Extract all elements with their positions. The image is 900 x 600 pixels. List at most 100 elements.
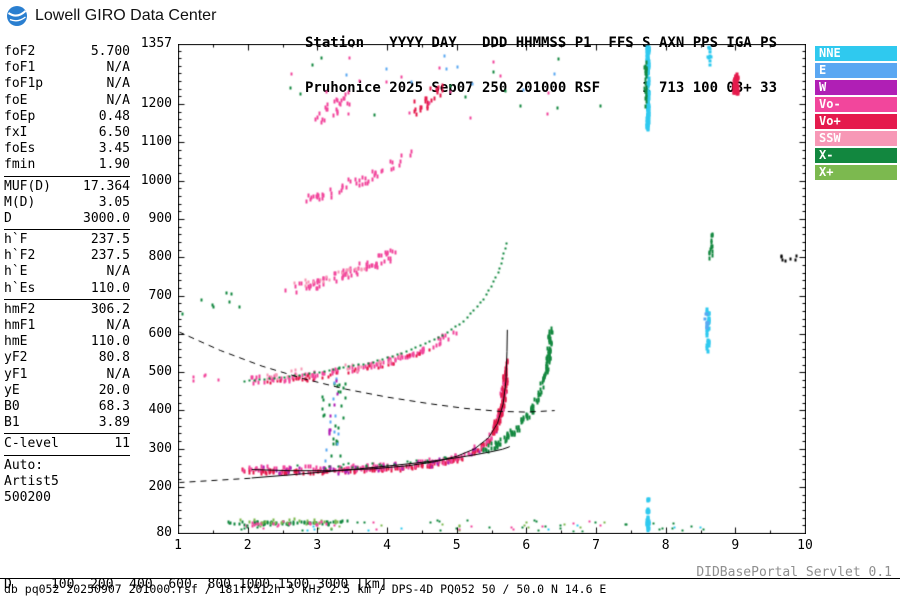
param-group-divider [4,454,130,456]
param-label: foF2 [4,44,36,59]
y-tick-label: 600 [148,325,172,341]
param-label: yF1 [4,366,28,382]
param-row-hes: h`Es 110.0 [4,281,130,297]
param-row-500200: 500200 [4,490,130,506]
param-row-hf2: h`F2 237.5 [4,248,130,264]
param-row-fxi: fxI 6.50 [4,125,130,141]
x-tick-label: 10 [797,538,813,553]
param-label: 500200 [4,489,51,505]
legend-item-w: W [815,80,897,95]
param-label: h`F2 [4,248,36,264]
legend-label: NNE [819,46,841,60]
giro-logo[interactable]: Lowell GIRO Data Center [6,5,216,27]
param-group-divider [4,175,130,177]
param-label: fxI [4,124,28,140]
legend: NNE E W Vo- Vo+ SSW X- X+ [815,46,897,182]
giro-logo-icon [7,6,27,26]
legend-label: W [819,80,827,94]
param-row-mufd: MUF(D) 17.364 [4,179,130,195]
y-tick-label: 1357 [140,36,172,51]
legend-label: X+ [819,165,834,179]
param-row-b1: B1 3.89 [4,415,130,431]
param-value: 306.2 [90,301,130,317]
giro-logo-text: Lowell GIRO Data Center [35,7,217,24]
param-row-fof2: foF2 5.700 [4,44,130,60]
param-value: N/A [106,366,130,382]
param-value: N/A [106,76,130,92]
param-row-b0: B0 68.3 [4,399,130,415]
param-row-auto: Auto: [4,458,130,474]
param-label: h`E [4,264,28,280]
param-group-divider [4,229,130,231]
y-tick-label: 900 [148,210,172,226]
param-value: 17.364 [83,178,130,194]
param-label: D [4,210,12,226]
status-bar: db pq052 20250907 201000.rsf / 181fx512h… [4,582,607,596]
y-tick-label: 800 [148,249,172,265]
param-label: hmF1 [4,318,36,333]
y-tick-label: 1200 [140,96,172,112]
param-value: N/A [106,92,130,108]
parameter-panel: foF2 5.700 foF1 N/A foF1p N/A foE N/A foEp 0.48 fx… [4,44,130,506]
param-label: M(D) [4,194,36,210]
param-row-foep: foEp 0.48 [4,109,130,125]
param-value: 1.90 [98,157,130,173]
legend-item-nne: NNE [815,46,897,61]
param-row-hme: hmE 110.0 [4,334,130,350]
ionogram-plot-area: 1 2 3 4 5 6 7 8 9 10 80 200 300 400 500 600 700 800 900 100… [141,36,813,553]
legend-label: Vo- [819,97,841,111]
param-row-artist5: Artist5 [4,474,130,490]
param-label: MUF(D) [4,178,51,194]
x-tick-label: 5 [452,538,461,553]
param-row-fof1: foF1 N/A [4,60,130,76]
legend-item-voplus: Vo+ [815,114,897,129]
param-label: Auto: [4,457,44,473]
param-value: 80.8 [98,350,130,366]
param-value: 20.0 [98,382,130,398]
param-label: B1 [4,415,20,431]
param-label: h`Es [4,280,36,296]
param-row-fmin: fmin 1.90 [4,157,130,173]
param-row-d: D 3000.0 [4,211,130,227]
x-tick-label: 9 [731,538,740,553]
param-label: foEp [4,108,36,124]
param-row-yf1: yF1 N/A [4,367,130,383]
param-value: 5.700 [90,44,130,59]
param-group-divider [4,433,130,435]
param-label: Artist5 [4,473,59,489]
param-value: 237.5 [90,248,130,264]
y-tick-label: 1000 [140,172,172,188]
param-value: N/A [106,318,130,333]
dmuf-distance-row: D 100 200 400 600 800 1000 1500 3000 [km… [4,577,388,592]
legend-item-ssw: SSW [815,131,897,146]
x-tick-label: 7 [592,538,600,553]
param-value: 3.05 [98,194,130,210]
param-value: 110.0 [90,334,130,350]
x-tick-label: 2 [243,538,252,553]
legend-label: Vo+ [819,114,841,128]
x-tick-label: 3 [313,538,322,553]
param-value: N/A [106,264,130,280]
param-value: 237.5 [90,232,130,248]
servlet-version: DIDBasePortal_Servlet 0.1 [696,565,892,580]
legend-label: X- [819,148,834,162]
param-label: foE [4,92,28,108]
legend-item-vominus: Vo- [815,97,897,112]
x-tick-label: 4 [383,538,391,553]
param-label: fmin [4,157,36,173]
param-value: 68.3 [98,398,130,414]
param-label: foF1 [4,60,36,76]
y-tick-label: 300 [148,440,172,456]
param-label: hmF2 [4,301,36,317]
param-row-hf: h`F 237.5 [4,232,130,248]
param-row-he: h`E N/A [4,264,130,280]
param-value: 11 [114,436,130,452]
x-tick-label: 1 [174,538,182,553]
status-divider [0,578,900,579]
legend-label: SSW [819,131,841,145]
y-tick-label: 80 [156,525,172,540]
param-label: yF2 [4,350,28,366]
param-value: 3.89 [98,415,130,431]
y-tick-label: 400 [148,402,172,418]
